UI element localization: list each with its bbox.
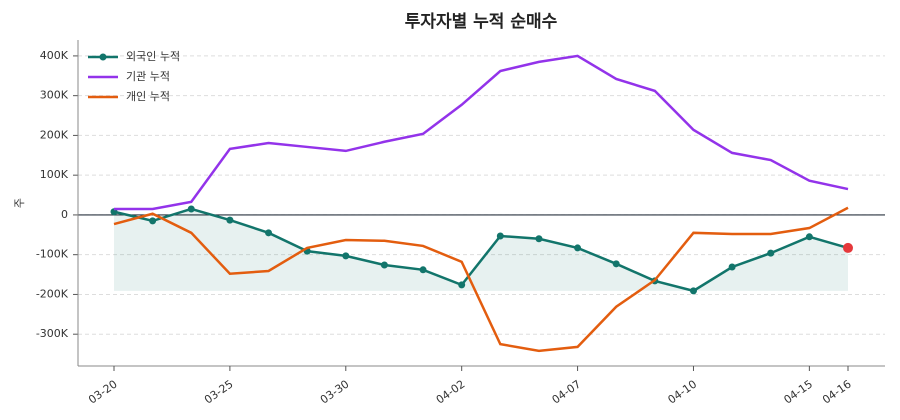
y-tick-label: -100K	[36, 248, 69, 261]
x-tick-label: 03-25	[202, 378, 236, 407]
x-tick-label: 04-07	[550, 378, 584, 407]
y-tick-label: -200K	[36, 287, 69, 300]
x-tick-label: 04-10	[666, 378, 700, 407]
y-tick-label: -300K	[36, 327, 69, 340]
marker	[535, 235, 543, 243]
legend-label: 기관 누적	[126, 70, 170, 83]
marker	[728, 263, 736, 271]
marker	[689, 287, 697, 295]
y-tick-label: 200K	[40, 128, 69, 141]
marker	[574, 244, 582, 252]
x-tick-label: 04-16	[820, 378, 854, 407]
marker	[265, 229, 273, 237]
marker	[458, 281, 466, 289]
legend-marker	[99, 53, 107, 61]
x-tick-label: 04-02	[434, 378, 468, 407]
line	[113, 207, 849, 293]
highlight-marker	[843, 242, 853, 253]
line	[114, 54, 849, 211]
marker	[149, 217, 157, 225]
x-tick-label: 03-30	[318, 378, 352, 407]
y-tick-label: 400K	[40, 49, 69, 62]
chart-title: 투자자별 누적 순매수	[405, 12, 558, 32]
legend-label: 외국인 누적	[126, 50, 180, 63]
y-axis-label: 주	[13, 198, 26, 208]
marker	[342, 252, 350, 260]
marker	[187, 205, 195, 213]
x-tick-label: 03-20	[86, 378, 120, 407]
y-tick-label: 0	[61, 208, 68, 221]
marker	[805, 233, 813, 241]
marker	[496, 232, 504, 240]
marker	[380, 261, 388, 269]
area	[114, 208, 848, 291]
line	[113, 206, 849, 353]
marker	[226, 216, 234, 224]
legend-label: 개인 누적	[126, 90, 170, 103]
x-tick-label: 04-15	[781, 378, 815, 407]
y-tick-label: 100K	[40, 168, 69, 181]
marker	[419, 266, 427, 274]
marker	[767, 249, 775, 257]
marker	[612, 260, 620, 268]
y-tick-label: 300K	[40, 89, 69, 102]
